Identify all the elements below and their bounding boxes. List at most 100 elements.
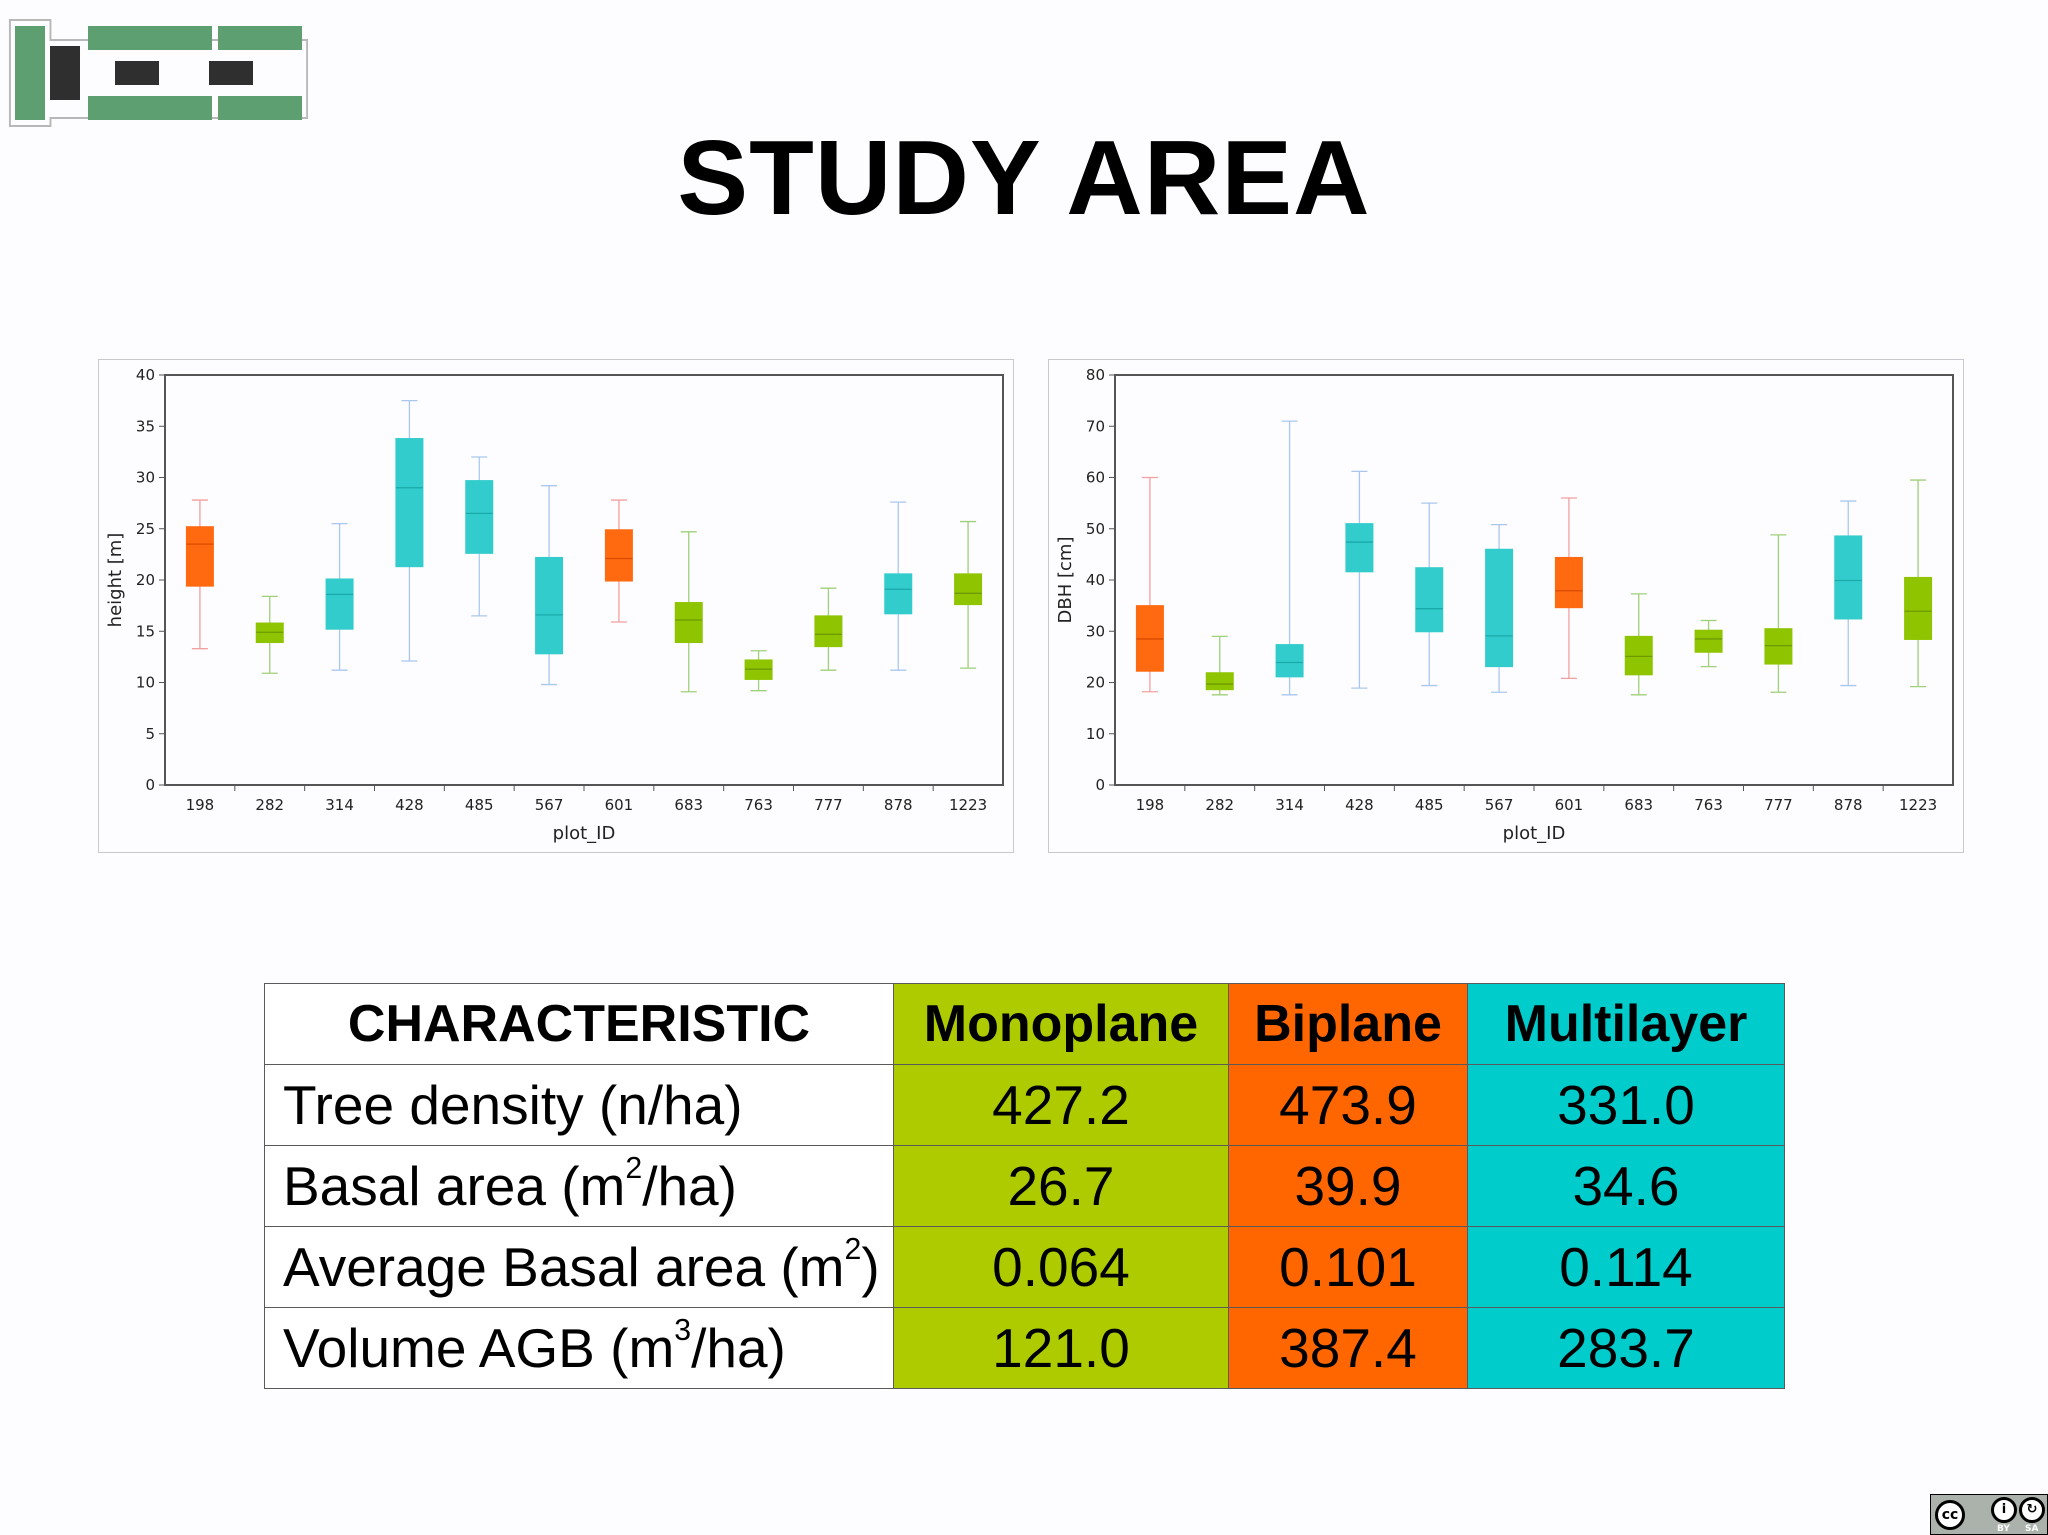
sa-label: SA bbox=[2025, 1524, 2039, 1534]
y-tick-label: 30 bbox=[136, 469, 155, 487]
row-label-text: /ha) bbox=[691, 1317, 786, 1379]
y-axis-label: height [m] bbox=[105, 533, 126, 628]
x-tick-label: 878 bbox=[884, 796, 913, 814]
header-characteristic: CHARACTERISTIC bbox=[264, 983, 894, 1065]
y-tick-label: 50 bbox=[1086, 520, 1105, 538]
y-tick-label: 35 bbox=[136, 417, 155, 435]
characteristics-table: CHARACTERISTIC Monoplane Biplane Multila… bbox=[264, 983, 1785, 1389]
x-tick-label: 601 bbox=[1555, 796, 1584, 814]
cell-multilayer: 34.6 bbox=[1467, 1145, 1785, 1227]
y-axis-label: DBH [cm] bbox=[1055, 537, 1076, 624]
logo-bar bbox=[209, 61, 253, 85]
height-boxplot-chart: 0 5 10 15 20 25 30 35 40 198 282 314 428 485 567 601 683… bbox=[98, 359, 1014, 853]
x-tick-label: 601 bbox=[605, 796, 634, 814]
box-282 bbox=[1205, 672, 1234, 691]
x-tick-label: 428 bbox=[1345, 796, 1374, 814]
y-tick-label: 30 bbox=[1086, 622, 1105, 640]
row-label: Volume AGB (m3/ha) bbox=[264, 1307, 894, 1389]
cell-monoplane: 121.0 bbox=[893, 1307, 1229, 1389]
box-1223 bbox=[1904, 576, 1933, 640]
by-label: BY bbox=[1997, 1524, 2010, 1534]
y-tick-label: 20 bbox=[1086, 674, 1105, 692]
x-tick-label: 1223 bbox=[1899, 796, 1937, 814]
box-777 bbox=[1764, 628, 1793, 665]
cc-icon: cc bbox=[1935, 1500, 1965, 1530]
row-label: Average Basal area (m2) bbox=[264, 1226, 894, 1308]
logo-bar bbox=[88, 96, 212, 120]
x-tick-label: 428 bbox=[395, 796, 424, 814]
logo-bar bbox=[218, 26, 302, 50]
cell-monoplane: 427.2 bbox=[893, 1064, 1229, 1146]
x-tick-label: 198 bbox=[186, 796, 215, 814]
x-tick-label: 314 bbox=[325, 796, 354, 814]
x-tick-label: 282 bbox=[255, 796, 284, 814]
dbh-boxplot-svg: 0 10 20 30 40 50 60 70 80 198 282 314 428 485 567 601 68… bbox=[1055, 366, 1954, 844]
box-777 bbox=[814, 615, 843, 648]
box-314 bbox=[325, 578, 354, 630]
row-label-sup: 2 bbox=[844, 1232, 862, 1266]
x-tick-label: 878 bbox=[1834, 796, 1863, 814]
header-monoplane: Monoplane bbox=[893, 983, 1229, 1065]
logo-bar bbox=[88, 26, 212, 50]
x-axis-label: plot_ID bbox=[1503, 823, 1566, 844]
cell-multilayer: 331.0 bbox=[1467, 1064, 1785, 1146]
row-label-text: /ha) bbox=[642, 1155, 737, 1217]
x-tick-label: 777 bbox=[1764, 796, 1793, 814]
logo-bar bbox=[50, 46, 80, 100]
table-row: Volume AGB (m3/ha) 121.0 387.4 283.7 bbox=[264, 1307, 1785, 1389]
height-boxplot-svg: 0 5 10 15 20 25 30 35 40 198 282 314 428 485 567 601 683… bbox=[105, 366, 1004, 844]
row-label-sup: 2 bbox=[625, 1151, 643, 1185]
plot-area bbox=[1114, 374, 1954, 786]
row-label-text: Basal area (m bbox=[283, 1155, 626, 1217]
row-label-text: Volume AGB (m bbox=[283, 1317, 675, 1379]
x-tick-label: 777 bbox=[814, 796, 843, 814]
box-567 bbox=[1485, 548, 1514, 668]
header-biplane: Biplane bbox=[1228, 983, 1468, 1065]
x-tick-label: 763 bbox=[1694, 796, 1723, 814]
logo-bar bbox=[218, 96, 302, 120]
cc-by-sa-icon: cc i ↻ BY SA bbox=[1930, 1494, 2048, 1535]
box-683 bbox=[674, 602, 703, 644]
row-label-text: ) bbox=[861, 1236, 880, 1298]
y-tick-label: 60 bbox=[1086, 469, 1105, 487]
by-icon: i bbox=[1991, 1497, 2017, 1523]
x-tick-label: 683 bbox=[1624, 796, 1653, 814]
box-878 bbox=[1834, 535, 1863, 620]
box-601 bbox=[1554, 556, 1583, 609]
row-label: Basal area (m2/ha) bbox=[264, 1145, 894, 1227]
box-567 bbox=[535, 556, 564, 655]
row-label-sup: 3 bbox=[674, 1313, 692, 1347]
page-title: STUDY AREA bbox=[677, 119, 1371, 237]
row-label: Tree density (n/ha) bbox=[264, 1064, 894, 1146]
table-header-row: CHARACTERISTIC Monoplane Biplane Multila… bbox=[264, 983, 1785, 1065]
logo-bar bbox=[15, 26, 45, 120]
dbh-boxplot-chart: 0 10 20 30 40 50 60 70 80 198 282 314 428 485 567 601 68… bbox=[1048, 359, 1964, 853]
cell-monoplane: 0.064 bbox=[893, 1226, 1229, 1308]
heg-logo-icon bbox=[8, 19, 308, 127]
x-tick-label: 485 bbox=[1415, 796, 1444, 814]
y-tick-label: 0 bbox=[145, 776, 155, 794]
box-428 bbox=[1345, 523, 1374, 573]
cell-biplane: 387.4 bbox=[1228, 1307, 1468, 1389]
x-tick-label: 763 bbox=[744, 796, 773, 814]
y-tick-label: 80 bbox=[1086, 366, 1105, 384]
cell-multilayer: 283.7 bbox=[1467, 1307, 1785, 1389]
cell-multilayer: 0.114 bbox=[1467, 1226, 1785, 1308]
x-tick-label: 567 bbox=[535, 796, 564, 814]
plot-area bbox=[164, 374, 1004, 786]
cell-biplane: 0.101 bbox=[1228, 1226, 1468, 1308]
box-1223 bbox=[954, 573, 983, 606]
row-label-text: Average Basal area (m bbox=[283, 1236, 845, 1298]
logo-bar bbox=[115, 61, 159, 85]
table-row: Basal area (m2/ha) 26.7 39.9 34.6 bbox=[264, 1145, 1785, 1227]
box-428 bbox=[395, 438, 424, 568]
x-tick-label: 567 bbox=[1485, 796, 1514, 814]
box-485 bbox=[1415, 567, 1444, 633]
cell-biplane: 473.9 bbox=[1228, 1064, 1468, 1146]
box-601 bbox=[604, 529, 633, 582]
characteristics-table-wrap: CHARACTERISTIC Monoplane Biplane Multila… bbox=[264, 983, 1785, 1389]
x-tick-label: 683 bbox=[674, 796, 703, 814]
cell-biplane: 39.9 bbox=[1228, 1145, 1468, 1227]
y-tick-label: 70 bbox=[1086, 417, 1105, 435]
box-683 bbox=[1624, 635, 1653, 676]
